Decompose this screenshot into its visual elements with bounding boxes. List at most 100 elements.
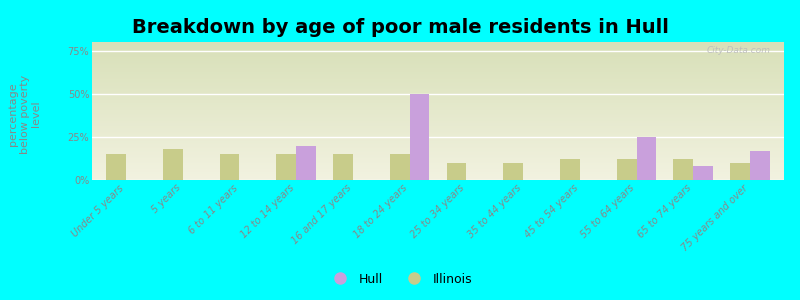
Bar (92, 100, 784, 101)
Bar (92, 45, 784, 46)
Bar (694, 166, 713, 180)
Bar (92, 104, 784, 106)
Bar (296, 146, 316, 180)
Bar (92, 61, 784, 63)
Bar (92, 151, 784, 152)
Bar (92, 79, 784, 81)
Bar (333, 154, 353, 180)
Bar (446, 163, 466, 180)
Bar (92, 152, 784, 154)
Bar (92, 110, 784, 111)
Bar (92, 169, 784, 170)
Bar (92, 159, 784, 161)
Bar (92, 71, 784, 72)
Bar (410, 94, 430, 180)
Bar (92, 126, 784, 128)
Bar (106, 154, 126, 180)
Bar (92, 86, 784, 88)
Bar (92, 132, 784, 133)
Bar (92, 139, 784, 140)
Bar (92, 103, 784, 104)
Bar (92, 60, 784, 61)
Bar (92, 46, 784, 47)
Bar (92, 107, 784, 108)
Bar (92, 44, 784, 45)
Bar (92, 116, 784, 118)
Bar (92, 166, 784, 168)
Bar (92, 175, 784, 176)
Bar (92, 119, 784, 121)
Bar (92, 146, 784, 147)
Bar (92, 147, 784, 148)
Bar (92, 150, 784, 151)
Bar (92, 88, 784, 89)
Bar (503, 163, 523, 180)
Bar (92, 76, 784, 78)
Bar (92, 134, 784, 136)
Bar (92, 137, 784, 139)
Bar (92, 47, 784, 49)
Bar (163, 149, 182, 180)
Bar (92, 143, 784, 144)
Bar (92, 108, 784, 110)
Bar (92, 121, 784, 122)
Bar (637, 137, 656, 180)
Bar (276, 154, 296, 180)
Text: Breakdown by age of poor male residents in Hull: Breakdown by age of poor male residents … (131, 18, 669, 37)
Bar (220, 154, 239, 180)
Bar (92, 63, 784, 64)
Bar (92, 83, 784, 85)
Bar (92, 75, 784, 76)
Bar (92, 85, 784, 86)
Bar (92, 68, 784, 70)
Bar (92, 170, 784, 172)
Bar (92, 54, 784, 56)
Bar (92, 64, 784, 65)
Bar (92, 90, 784, 92)
Bar (92, 58, 784, 60)
Bar (92, 114, 784, 115)
Bar (92, 99, 784, 100)
Bar (92, 94, 784, 96)
Bar (92, 165, 784, 166)
Bar (92, 140, 784, 141)
Bar (92, 158, 784, 159)
Bar (390, 154, 410, 180)
Bar (92, 65, 784, 67)
Bar (92, 176, 784, 177)
Bar (560, 159, 580, 180)
Bar (92, 92, 784, 93)
Bar (92, 130, 784, 132)
Bar (92, 56, 784, 57)
Bar (92, 52, 784, 53)
Bar (92, 164, 784, 165)
Bar (617, 159, 637, 180)
Bar (92, 155, 784, 157)
Bar (92, 129, 784, 130)
Bar (92, 78, 784, 79)
Bar (92, 93, 784, 94)
Bar (730, 163, 750, 180)
Bar (92, 81, 784, 82)
Bar (92, 144, 784, 146)
Bar (92, 57, 784, 59)
Bar (92, 106, 784, 107)
Bar (92, 42, 784, 44)
Bar (92, 168, 784, 169)
Bar (92, 67, 784, 68)
Bar (92, 133, 784, 134)
Bar (92, 123, 784, 125)
Bar (92, 162, 784, 164)
Text: City-Data.com: City-Data.com (706, 46, 770, 55)
Bar (92, 125, 784, 126)
Bar (92, 70, 784, 71)
Bar (92, 157, 784, 158)
Bar (92, 178, 784, 180)
Text: percentage
below poverty
level: percentage below poverty level (8, 74, 42, 154)
Bar (92, 50, 784, 52)
Bar (92, 115, 784, 116)
Bar (92, 173, 784, 175)
Bar (92, 148, 784, 150)
Bar (92, 112, 784, 114)
Bar (92, 122, 784, 123)
